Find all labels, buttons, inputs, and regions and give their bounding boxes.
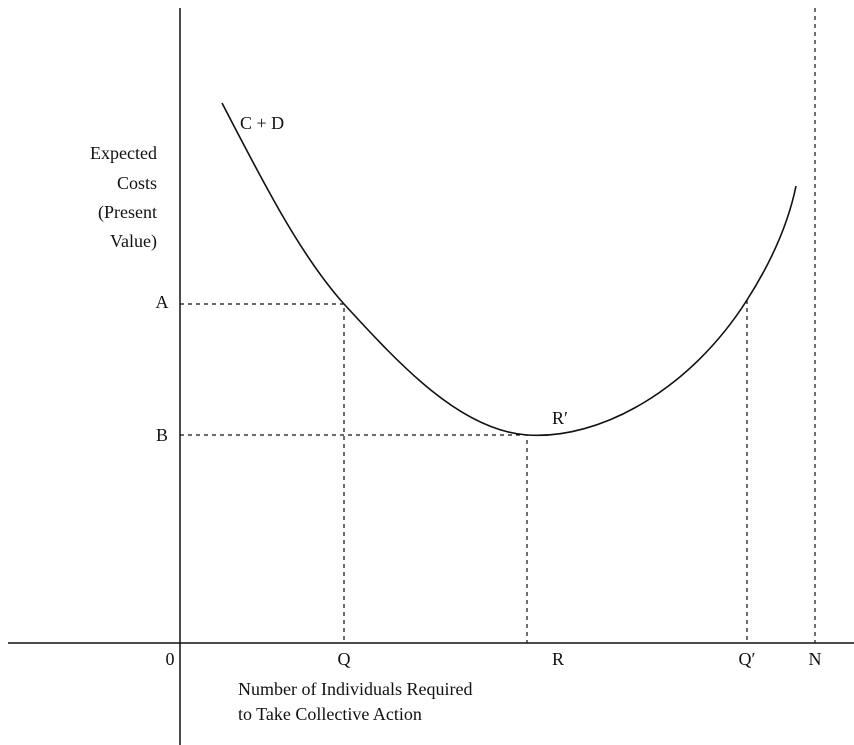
y-label: A xyxy=(156,292,169,312)
y-axis-label: (Present xyxy=(98,202,157,223)
x-axis-label: to Take Collective Action xyxy=(238,704,422,724)
x-label: N xyxy=(809,649,822,669)
x-label: R xyxy=(552,649,564,669)
b-r-guide xyxy=(180,434,528,643)
y-axis-label: Costs xyxy=(117,173,157,193)
x-axis-label: Number of Individuals Required xyxy=(238,679,472,699)
y-axis-label: Value) xyxy=(110,231,157,252)
a-q-guide xyxy=(180,303,345,643)
point-label: R′ xyxy=(552,408,568,428)
cost-curve xyxy=(221,102,797,437)
y-label: B xyxy=(156,425,168,445)
x-label: 0 xyxy=(166,649,175,669)
y-axis-label: Expected xyxy=(90,143,157,163)
curve-label: C + D xyxy=(240,113,284,133)
x-label: Q xyxy=(338,649,351,669)
x-label: Q′ xyxy=(739,649,756,669)
